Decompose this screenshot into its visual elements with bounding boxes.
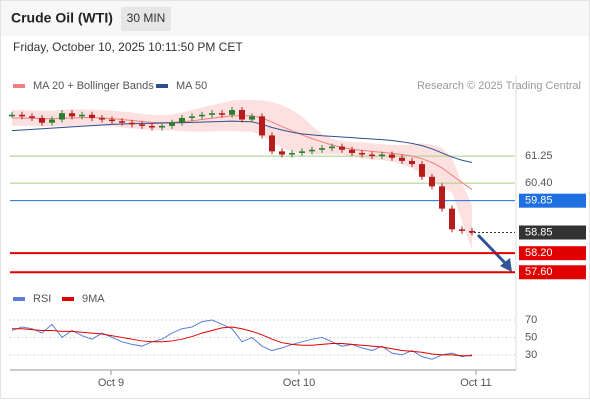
candle [209, 113, 215, 115]
candle [159, 125, 165, 128]
legend-swatch [13, 84, 25, 88]
bollinger-band [12, 99, 472, 251]
candle [39, 117, 45, 123]
level-tag [519, 265, 586, 280]
candle [119, 121, 125, 123]
legend-label: RSI [33, 293, 51, 305]
header-bar [1, 1, 589, 36]
candle [199, 114, 205, 117]
candle [349, 149, 355, 153]
candle [19, 114, 25, 117]
candle [249, 116, 255, 120]
legend-label: 9MA [82, 293, 105, 305]
level-label: 61.25 [525, 150, 553, 162]
candle [189, 116, 195, 118]
candle [9, 114, 15, 117]
subtitle: Friday, October 10, 2025 10:11:50 PM CET [13, 40, 243, 54]
candle [79, 114, 85, 117]
interval: 30 MIN [127, 11, 166, 25]
level-label: 59.85 [525, 195, 553, 207]
x-tick-label: Oct 11 [460, 377, 492, 389]
candle [339, 146, 345, 150]
candle [29, 116, 35, 118]
candle [99, 117, 105, 120]
level-tag [519, 225, 586, 240]
candle [469, 230, 475, 233]
candle [259, 116, 265, 136]
level-tag [519, 246, 586, 261]
arrow-head [500, 258, 512, 272]
level-label: 60.40 [525, 177, 553, 189]
candle [149, 125, 155, 128]
candle [59, 113, 65, 120]
candle [409, 160, 415, 165]
legend-label: MA 20 + Bollinger Bands [33, 80, 154, 92]
level-label: 58.85 [525, 226, 553, 238]
x-tick-label: Oct 10 [283, 377, 315, 389]
legend-swatch [13, 297, 25, 301]
candle [329, 146, 335, 149]
candle [439, 186, 445, 209]
chart-title: Crude Oil (WTI) [11, 10, 113, 26]
candle [139, 124, 145, 126]
candle [49, 119, 55, 123]
candle [89, 114, 95, 118]
candle [69, 113, 75, 117]
candle [389, 154, 395, 158]
candle [279, 151, 285, 155]
candle [219, 113, 225, 115]
rsi-tick-label: 30 [525, 349, 537, 361]
forecast-arrow [476, 233, 510, 268]
legend-swatch [156, 84, 168, 88]
level-label: 57.60 [525, 266, 553, 278]
rsi-tick-label: 70 [525, 314, 537, 326]
candle [269, 135, 275, 152]
rsi-tick-label: 50 [525, 331, 537, 343]
candle [229, 110, 235, 115]
level-label: 58.20 [525, 247, 553, 259]
candle [309, 149, 315, 152]
candle [109, 119, 115, 122]
credit: Research © 2025 Trading Central [417, 80, 581, 92]
line [12, 326, 472, 357]
candle [299, 151, 305, 153]
candle [369, 154, 375, 157]
line [11, 319, 473, 360]
level-tag [519, 193, 586, 208]
candle [169, 122, 175, 126]
candle [379, 154, 385, 157]
x-tick-label: Oct 9 [98, 377, 124, 389]
candle [399, 157, 405, 161]
candle [459, 229, 465, 231]
interval-badge [121, 7, 171, 31]
candle [419, 164, 425, 177]
candle [359, 152, 365, 155]
candle [319, 148, 325, 150]
candle [449, 208, 455, 230]
candle [289, 152, 295, 155]
candle [129, 122, 135, 125]
candle [239, 110, 245, 120]
legend-label: MA 50 [176, 80, 207, 92]
candle [179, 117, 185, 123]
candle [429, 176, 435, 187]
legend-swatch [62, 297, 74, 301]
